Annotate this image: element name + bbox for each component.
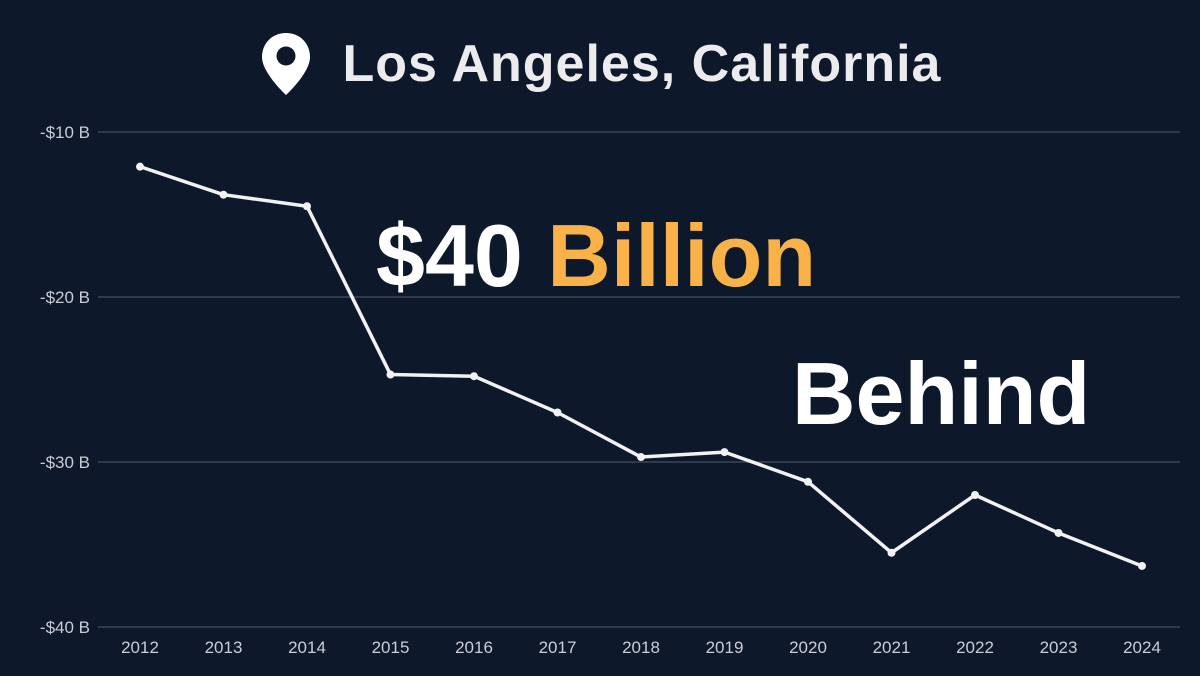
data-point (386, 370, 395, 379)
headline-behind: Behind (792, 344, 1091, 443)
y-tick-label: -$20 B (40, 288, 90, 307)
x-tick-label: 2016 (455, 638, 493, 657)
data-point (136, 162, 144, 171)
x-tick-label: 2024 (1123, 638, 1161, 657)
x-tick-label: 2013 (205, 638, 243, 657)
x-tick-label: 2015 (372, 638, 410, 657)
chart-title: Los Angeles, California (0, 16, 1200, 112)
x-tick-label: 2019 (706, 638, 744, 657)
data-point (1138, 561, 1146, 570)
title-text: Los Angeles, California (342, 35, 942, 93)
data-point (720, 448, 729, 457)
x-tick-label: 2018 (622, 638, 660, 657)
data-point (219, 190, 228, 199)
y-tick-label: -$30 B (40, 453, 90, 472)
y-tick-label: -$40 B (40, 618, 90, 637)
headline-amount-line: $40 Billion (376, 212, 816, 300)
data-point (303, 202, 311, 211)
data-point (971, 491, 979, 499)
x-tick-label: 2017 (539, 638, 577, 657)
data-point (553, 408, 562, 417)
data-point (804, 477, 812, 486)
headline-amount: $40 (376, 206, 523, 305)
x-tick-label: 2012 (121, 638, 159, 657)
x-tick-label: 2022 (956, 638, 994, 657)
data-point (1054, 528, 1063, 537)
headline-unit: Billion (547, 206, 817, 305)
data-point (637, 453, 645, 462)
y-tick-label: -$10 B (40, 123, 90, 142)
x-tick-label: 2014 (288, 638, 326, 657)
data-point (470, 372, 478, 381)
map-pin-icon (261, 33, 310, 95)
x-tick-label: 2020 (789, 638, 827, 657)
x-tick-label: 2023 (1040, 638, 1078, 657)
data-point (887, 548, 896, 557)
x-tick-label: 2021 (873, 638, 911, 657)
